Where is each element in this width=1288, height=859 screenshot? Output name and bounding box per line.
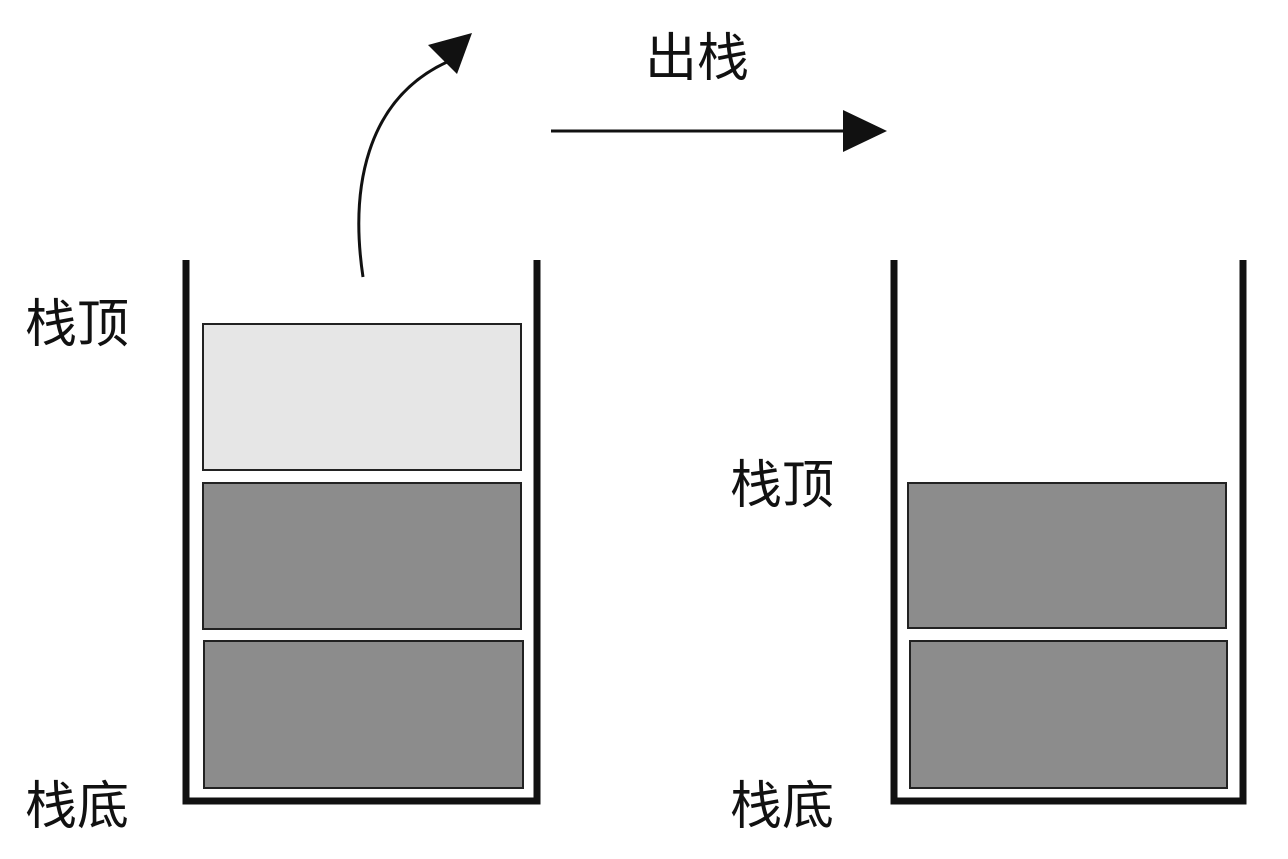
left-stack-top-label: 栈顶 — [25, 295, 130, 355]
left-stack-element-bottom — [203, 640, 524, 789]
left-stack-bottom-label: 栈底 — [25, 777, 130, 837]
left-stack-element-middle — [202, 482, 522, 630]
transition-arrowhead-icon — [843, 110, 887, 152]
pop-out-arrowhead-icon — [428, 33, 472, 74]
right-stack-top-label: 栈顶 — [730, 456, 835, 516]
pop-operation-label: 出栈 — [645, 29, 750, 89]
right-stack-bottom-label: 栈底 — [730, 777, 835, 837]
right-stack-container — [890, 260, 1247, 805]
left-stack-popped-element — [202, 323, 522, 471]
left-stack-container — [182, 260, 541, 805]
right-stack-element-bottom — [909, 640, 1228, 789]
pop-out-curved-arrow — [357, 60, 448, 278]
right-stack-element-top — [907, 482, 1227, 629]
